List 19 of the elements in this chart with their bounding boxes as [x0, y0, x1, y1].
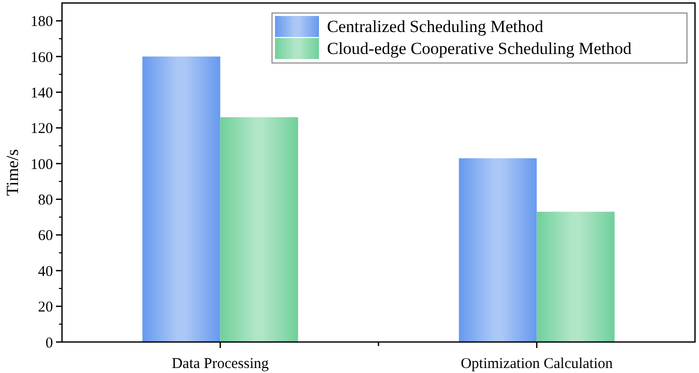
bar	[142, 56, 220, 342]
bar	[458, 158, 537, 342]
y-tick-label: 0	[46, 335, 53, 352]
y-tick-label: 80	[38, 192, 53, 209]
y-tick-label: 20	[38, 300, 53, 316]
y-axis-title: Time/s	[3, 149, 22, 196]
y-tick-label: 140	[30, 85, 53, 102]
bar	[536, 212, 615, 342]
x-tick-label: Data Processing	[172, 356, 270, 372]
bar	[220, 117, 298, 342]
y-tick-label: 100	[30, 156, 53, 173]
y-tick-label: 60	[38, 228, 53, 244]
legend-label: Cloud-edge Cooperative Scheduling Method	[327, 39, 632, 58]
y-tick-label: 40	[38, 264, 53, 280]
y-tick-label: 120	[30, 121, 53, 138]
x-tick-label: Optimization Calculation	[460, 356, 614, 372]
y-tick-label: 160	[30, 50, 53, 66]
y-tick-label: 180	[30, 14, 53, 30]
legend-label: Centralized Scheduling Method	[327, 17, 544, 36]
